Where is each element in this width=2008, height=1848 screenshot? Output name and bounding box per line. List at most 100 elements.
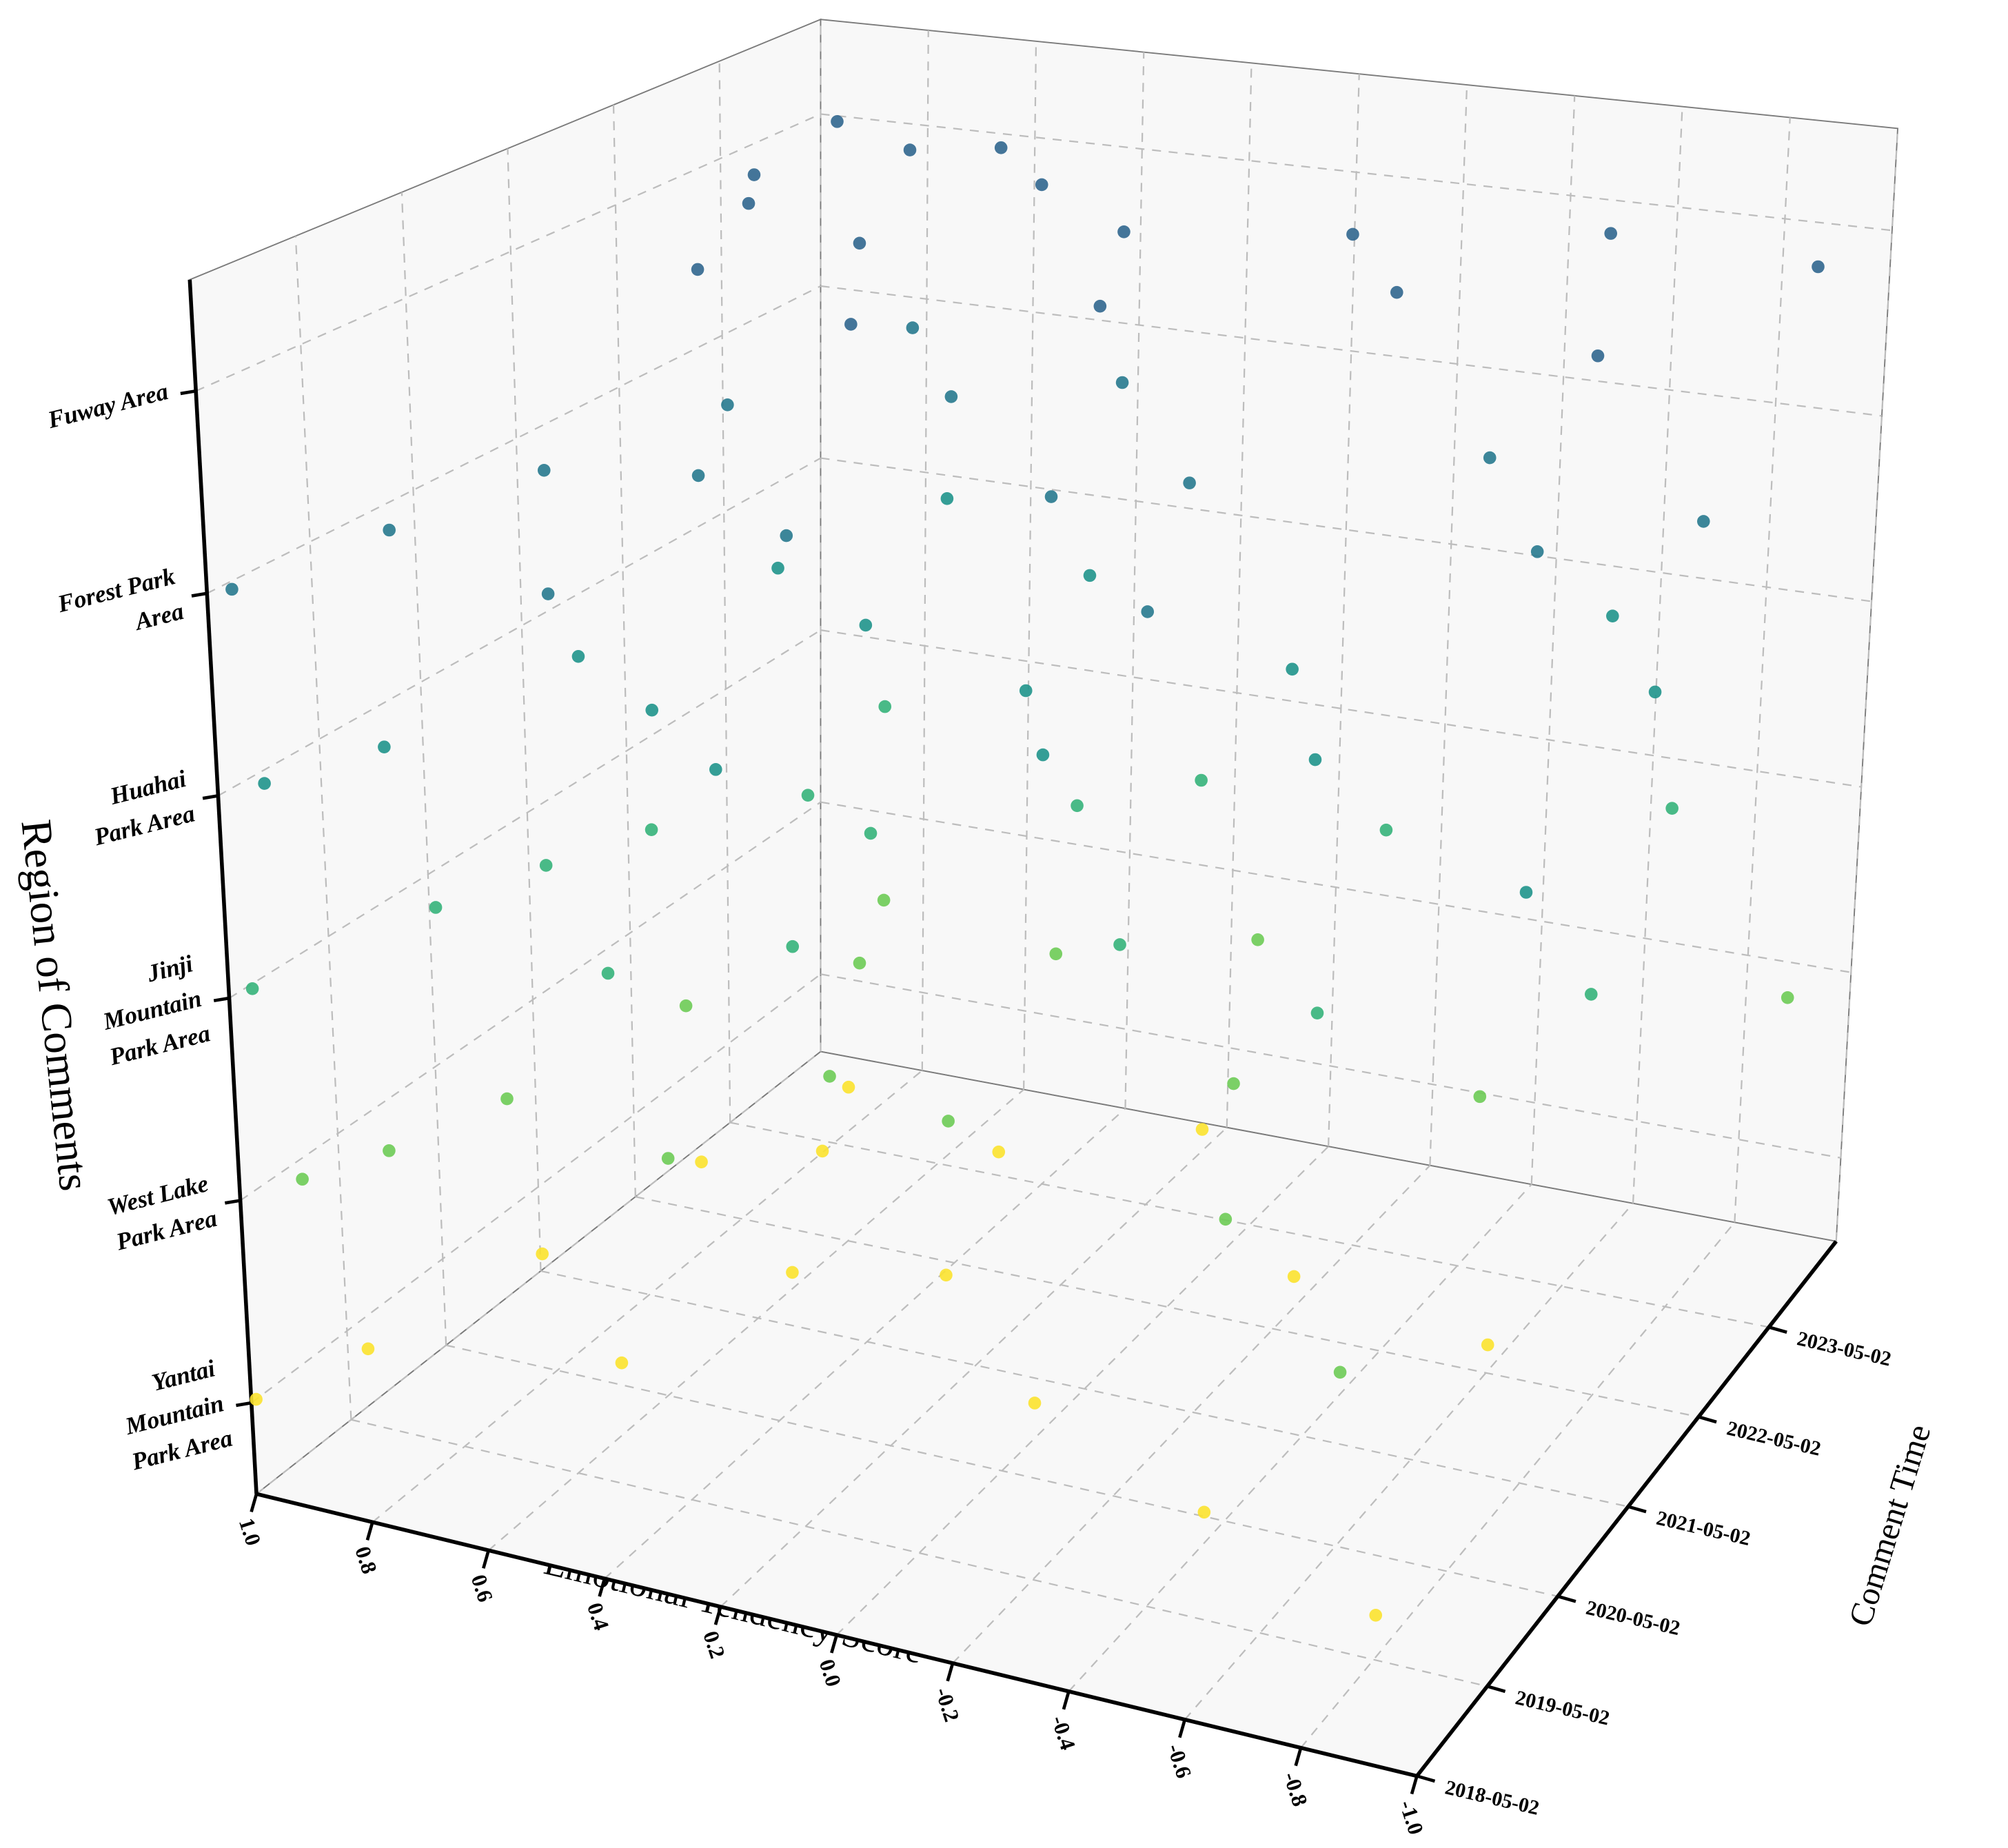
grid-line — [1184, 1203, 1634, 1720]
data-point — [940, 492, 954, 505]
data-point — [679, 999, 693, 1013]
x-tick — [1178, 1719, 1187, 1738]
x-tick-label: -0.6 — [1163, 1741, 1197, 1781]
region-label: West LakePark Area — [104, 1170, 219, 1256]
time-tick-label: 2022-05-02 — [1725, 1417, 1823, 1460]
region-axis-title: Region of Comments — [12, 818, 99, 1193]
grid-line — [240, 801, 822, 1201]
region-label: HuahaiPark Area — [82, 765, 198, 851]
x-tick-label: 1.0 — [234, 1515, 265, 1548]
data-point — [601, 966, 615, 980]
data-point — [1287, 1270, 1301, 1283]
grid-line — [718, 61, 731, 1123]
region-label: Forest ParkArea — [54, 562, 187, 653]
data-point — [1473, 1090, 1487, 1104]
data-point — [258, 777, 271, 790]
x-tick — [713, 1606, 722, 1625]
data-point — [1117, 225, 1130, 238]
grid-line — [820, 457, 1872, 602]
x-tick-label: -1.0 — [1395, 1797, 1428, 1837]
data-point — [747, 168, 761, 181]
data-point — [994, 141, 1008, 154]
grid-line — [256, 1050, 822, 1495]
data-point — [844, 318, 858, 331]
data-point — [1028, 1397, 1042, 1410]
x-tick — [482, 1550, 490, 1569]
data-point — [296, 1172, 309, 1186]
data-point — [1195, 1123, 1209, 1136]
data-point — [1197, 1505, 1211, 1519]
data-point — [944, 390, 958, 403]
data-point — [429, 901, 443, 914]
data-point — [1812, 260, 1825, 274]
data-point — [942, 1115, 955, 1128]
data-point — [539, 859, 553, 872]
data-point — [1115, 376, 1129, 389]
grid-line — [1328, 74, 1360, 1147]
grid-line — [372, 1070, 923, 1523]
data-point — [1044, 490, 1058, 503]
data-point — [1696, 515, 1710, 528]
time-tick — [1557, 1594, 1576, 1603]
time-tick — [1768, 1326, 1787, 1334]
grid-line — [1226, 63, 1253, 1128]
data-point — [661, 1152, 675, 1165]
time-tick — [1698, 1415, 1717, 1424]
data-point — [361, 1342, 375, 1356]
data-point — [823, 1070, 836, 1083]
data-point — [615, 1356, 629, 1370]
time-axis-title: Comment Time — [1842, 1421, 1938, 1631]
region-tick — [224, 1199, 241, 1205]
grid-line — [294, 236, 352, 1420]
data-point — [1390, 285, 1403, 299]
data-point — [571, 650, 585, 663]
data-point — [645, 703, 659, 717]
data-point — [1227, 1077, 1240, 1090]
data-point — [691, 263, 704, 276]
data-point — [831, 115, 844, 128]
data-point — [1665, 802, 1679, 815]
data-point — [709, 763, 722, 776]
data-point — [1219, 1212, 1233, 1226]
grid-line — [351, 1419, 1488, 1687]
data-point — [695, 1155, 708, 1169]
data-point — [645, 823, 658, 836]
data-point — [1530, 545, 1544, 558]
x-tick — [365, 1521, 374, 1541]
grid-line — [604, 1108, 1126, 1579]
grid-line — [820, 629, 1862, 788]
data-point — [537, 464, 551, 477]
x-tick — [1410, 1775, 1419, 1795]
region-label: Fuway Area — [44, 378, 170, 434]
region-tick — [180, 389, 196, 396]
grid-line — [921, 30, 929, 1071]
data-point — [1195, 773, 1208, 787]
data-point — [903, 143, 917, 156]
grid-line — [206, 285, 821, 594]
x-tick — [830, 1634, 838, 1654]
data-point — [815, 1144, 829, 1158]
data-point — [1141, 605, 1155, 618]
data-point — [1481, 1338, 1494, 1352]
data-point — [1483, 451, 1497, 465]
data-point — [1369, 1608, 1383, 1622]
data-point — [742, 196, 755, 210]
data-point — [1308, 753, 1322, 766]
data-point — [1049, 947, 1063, 961]
data-point — [1584, 988, 1598, 1001]
data-point — [1286, 662, 1299, 676]
data-point — [383, 1144, 396, 1157]
data-point — [1113, 938, 1126, 951]
x-tick-label: -0.4 — [1046, 1713, 1080, 1754]
data-point — [859, 618, 873, 632]
grid-line — [820, 973, 1841, 1159]
grid-line — [195, 113, 821, 392]
data-point — [383, 523, 396, 537]
grid-line — [1835, 128, 1899, 1241]
region-tick — [236, 1401, 252, 1408]
grid-line — [445, 1344, 1559, 1597]
grid-line — [400, 192, 447, 1346]
data-point — [853, 236, 866, 250]
